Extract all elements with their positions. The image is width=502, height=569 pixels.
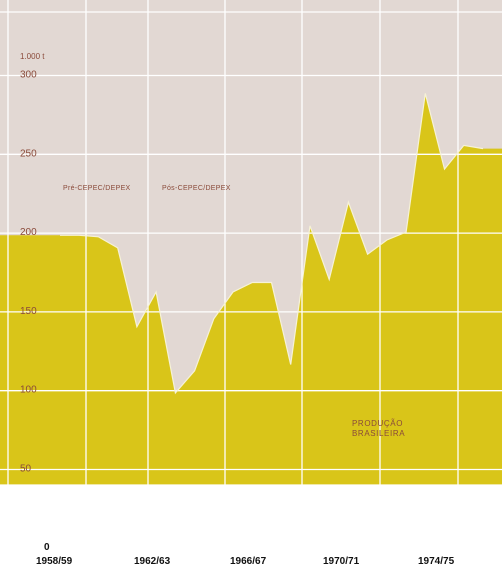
series-label-line-2: BRASILEIRA xyxy=(352,429,405,438)
y-tick-label-300: 300 xyxy=(20,70,37,81)
x-tick-label-1970-71: 1970/71 xyxy=(323,556,360,567)
production-outline xyxy=(60,93,484,395)
x-tick-label-1962-63: 1962/63 xyxy=(134,556,171,567)
x-tick-label-1958-59: 1958/59 xyxy=(36,556,73,567)
period-label-post: Pós-CEPEC/DEPEX xyxy=(162,185,231,192)
x-tick-label-1966-67: 1966/67 xyxy=(230,556,267,567)
unit-label: 1.000 t xyxy=(20,52,45,61)
y-tick-label-150: 150 xyxy=(20,306,37,317)
y-tick-label-200: 200 xyxy=(20,227,37,238)
production-area xyxy=(0,93,502,486)
y-tick-label-50: 50 xyxy=(20,464,32,475)
series-label-line-1: PRODUÇÃO xyxy=(352,419,403,428)
y-tick-labels: 50 100 150 200 250 300 xyxy=(20,70,37,475)
y-zero-label: 0 xyxy=(44,542,50,553)
x-tick-labels: 1958/59 1962/63 1966/67 1970/71 1974/75 xyxy=(36,556,455,567)
x-tick-label-1974-75: 1974/75 xyxy=(418,556,455,567)
y-tick-label-100: 100 xyxy=(20,385,37,396)
grid-lines xyxy=(0,0,502,486)
y-tick-label-250: 250 xyxy=(20,148,37,159)
period-label-pre: Pré-CEPEC/DEPEX xyxy=(63,185,131,192)
